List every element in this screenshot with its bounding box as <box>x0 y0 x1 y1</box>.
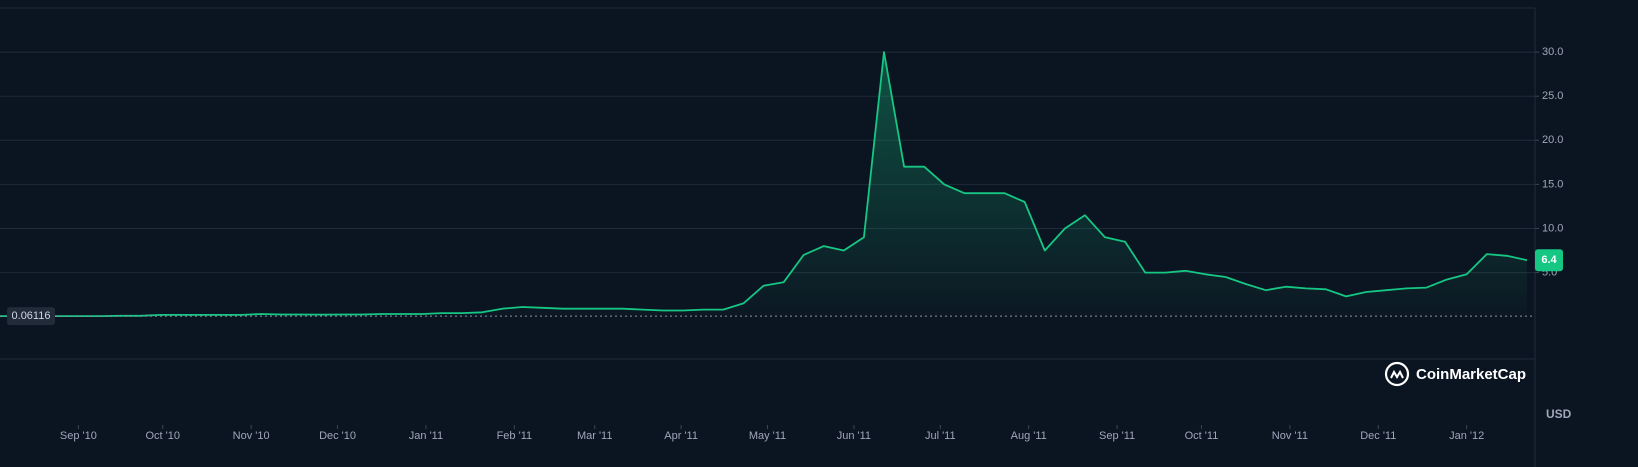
x-tick-label: Aug '11 <box>1011 430 1047 442</box>
x-tick-label: Sep '11 <box>1099 430 1135 442</box>
x-tick-label: Oct '10 <box>145 430 180 442</box>
x-tick-label: Nov '11 <box>1272 430 1308 442</box>
watermark: CoinMarketCap <box>1384 361 1526 387</box>
x-tick-label: Jan '11 <box>409 430 443 442</box>
base-price-tag <box>7 307 55 326</box>
x-tick-label: Feb '11 <box>497 430 533 442</box>
y-tick-label: 20.0 <box>1542 134 1563 146</box>
y-tick-label: 30.0 <box>1542 46 1563 58</box>
plot: 0.06116 6.4 <box>0 51 1563 326</box>
y-tick-label: 25.0 <box>1542 90 1563 102</box>
x-tick-label: May '11 <box>749 430 786 442</box>
x-tick-label: Apr '11 <box>664 430 698 442</box>
y-tick-label: 15.0 <box>1542 178 1563 190</box>
x-tick-label: Jun '11 <box>837 430 871 442</box>
currency-label: USD <box>1546 407 1572 421</box>
x-tick-label: Dec '10 <box>319 430 356 442</box>
watermark-text: CoinMarketCap <box>1416 366 1526 383</box>
watermark-logo-mark <box>1390 369 1404 379</box>
x-tick-label: Sep '10 <box>60 430 97 442</box>
x-tick-label: Mar '11 <box>577 430 613 442</box>
base-price-label: 0.06116 <box>12 310 51 322</box>
last-price-tag <box>1535 249 1563 272</box>
x-tick-label: Dec '11 <box>1360 430 1396 442</box>
x-tick-label: Jan '12 <box>1449 430 1484 442</box>
x-tick-label: Jul '11 <box>925 430 956 442</box>
last-price-label: 6.4 <box>1541 254 1557 266</box>
y-tick-label: 10.0 <box>1542 222 1563 234</box>
x-tick-label: Oct '11 <box>1185 430 1219 442</box>
watermark-logo <box>1384 361 1410 387</box>
x-tick-label: Nov '10 <box>233 430 270 442</box>
price-line <box>0 51 1528 317</box>
